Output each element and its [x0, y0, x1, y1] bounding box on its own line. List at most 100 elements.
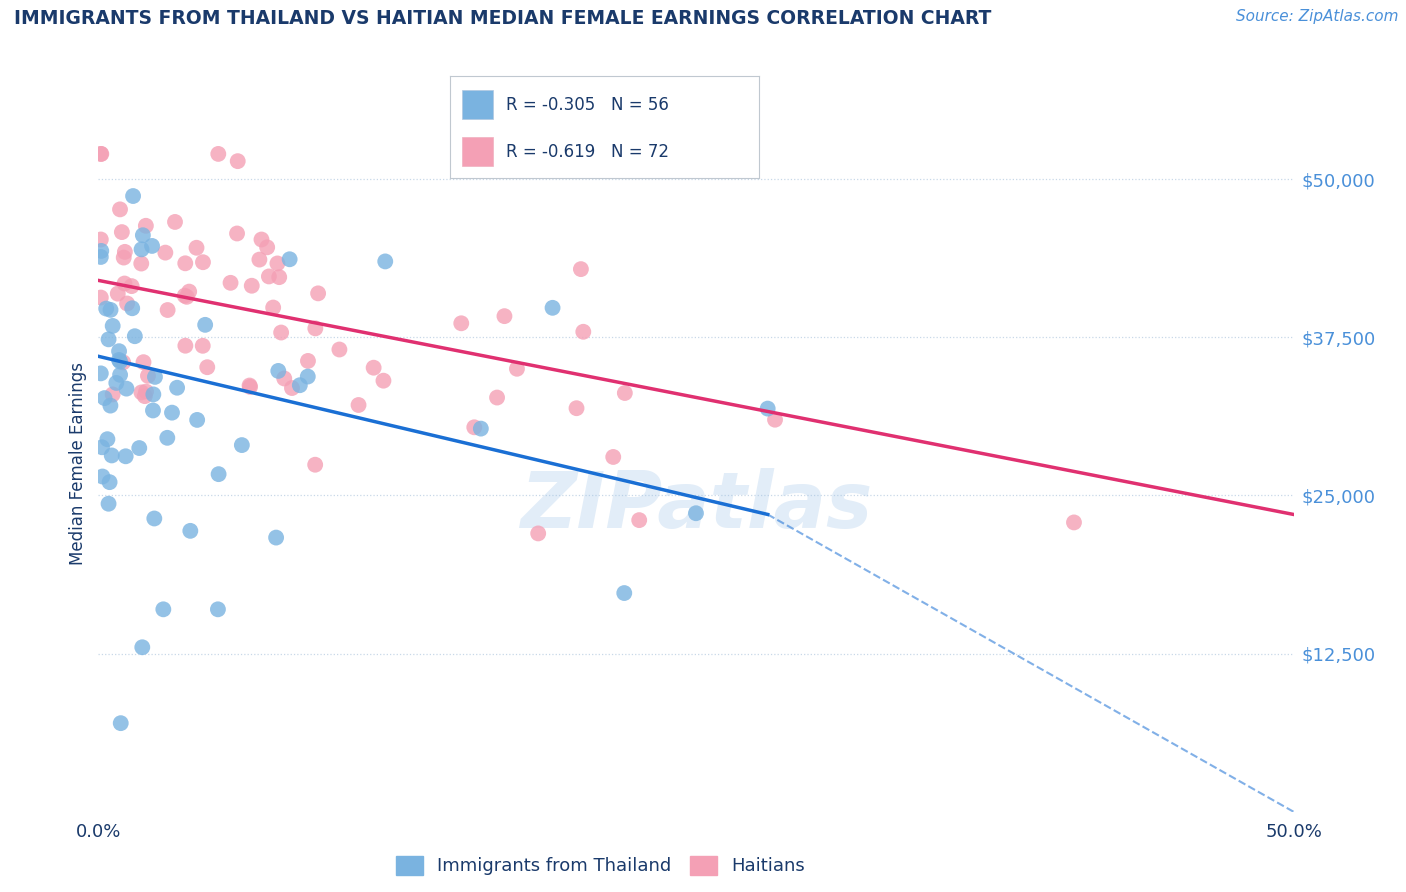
- Point: [160, 406, 183, 420]
- Point: [166, 381, 188, 395]
- Bar: [463, 90, 494, 119]
- Point: [142, 403, 165, 417]
- Point: [101, 318, 124, 333]
- Point: [105, 376, 128, 390]
- Point: [111, 225, 134, 239]
- Point: [207, 147, 229, 161]
- Point: [90, 147, 112, 161]
- Point: [156, 431, 179, 445]
- Point: [143, 370, 166, 384]
- Point: [506, 361, 529, 376]
- Point: [226, 154, 249, 169]
- Text: ZIPatlas: ZIPatlas: [520, 467, 872, 543]
- Point: [247, 252, 270, 267]
- Point: [96, 432, 118, 446]
- Point: [470, 422, 492, 436]
- Point: [264, 531, 287, 545]
- Point: [463, 420, 485, 434]
- Point: [373, 374, 395, 388]
- Point: [219, 276, 242, 290]
- Point: [363, 360, 385, 375]
- Point: [297, 354, 319, 368]
- Point: [152, 602, 174, 616]
- Point: [257, 269, 280, 284]
- Point: [91, 469, 114, 483]
- Text: R = -0.305   N = 56: R = -0.305 N = 56: [506, 95, 668, 113]
- Point: [135, 219, 157, 233]
- Text: IMMIGRANTS FROM THAILAND VS HAITIAN MEDIAN FEMALE EARNINGS CORRELATION CHART: IMMIGRANTS FROM THAILAND VS HAITIAN MEDI…: [14, 9, 991, 28]
- Point: [195, 360, 218, 375]
- Point: [186, 413, 208, 427]
- Point: [101, 387, 124, 401]
- Point: [238, 378, 260, 392]
- Point: [108, 353, 131, 368]
- Point: [90, 367, 112, 381]
- Point: [141, 239, 163, 253]
- Point: [115, 296, 138, 310]
- Point: [97, 497, 120, 511]
- Y-axis label: Median Female Earnings: Median Female Earnings: [69, 362, 87, 566]
- Text: R = -0.619   N = 72: R = -0.619 N = 72: [506, 143, 669, 161]
- Point: [131, 243, 153, 257]
- Point: [307, 286, 329, 301]
- Point: [163, 215, 186, 229]
- Point: [112, 251, 135, 265]
- Point: [281, 381, 304, 395]
- Point: [572, 325, 595, 339]
- Point: [685, 506, 707, 520]
- Point: [231, 438, 253, 452]
- Point: [304, 321, 326, 335]
- Point: [108, 344, 131, 359]
- Point: [176, 290, 198, 304]
- Legend: Immigrants from Thailand, Haitians: Immigrants from Thailand, Haitians: [388, 849, 813, 883]
- Point: [273, 371, 295, 385]
- Point: [328, 343, 350, 357]
- Point: [613, 586, 636, 600]
- Point: [541, 301, 564, 315]
- Point: [288, 378, 311, 392]
- Point: [90, 250, 112, 264]
- Point: [569, 262, 592, 277]
- Point: [128, 441, 150, 455]
- Point: [628, 513, 651, 527]
- Point: [374, 254, 396, 268]
- Point: [486, 391, 509, 405]
- Point: [256, 240, 278, 254]
- Point: [100, 302, 122, 317]
- Point: [494, 309, 516, 323]
- Point: [602, 450, 624, 464]
- Point: [97, 332, 120, 346]
- Point: [527, 526, 550, 541]
- Point: [112, 355, 135, 369]
- Point: [134, 389, 156, 403]
- Point: [179, 524, 201, 538]
- Point: [191, 255, 214, 269]
- Point: [269, 270, 291, 285]
- Point: [207, 602, 229, 616]
- Point: [278, 252, 301, 267]
- Point: [194, 318, 217, 332]
- Point: [347, 398, 370, 412]
- Point: [270, 326, 292, 340]
- Point: [98, 475, 121, 490]
- Point: [131, 640, 153, 655]
- Point: [114, 277, 136, 291]
- Point: [110, 716, 132, 731]
- Point: [207, 467, 229, 482]
- Point: [756, 401, 779, 416]
- Point: [173, 288, 195, 302]
- Point: [90, 232, 112, 246]
- Point: [131, 385, 153, 400]
- Point: [90, 291, 112, 305]
- Point: [124, 329, 146, 343]
- Point: [136, 368, 159, 383]
- Point: [250, 233, 273, 247]
- Point: [450, 316, 472, 330]
- Point: [226, 227, 249, 241]
- Point: [135, 384, 157, 399]
- Point: [297, 369, 319, 384]
- Point: [186, 241, 208, 255]
- Point: [115, 382, 138, 396]
- Point: [121, 279, 143, 293]
- Point: [179, 285, 201, 299]
